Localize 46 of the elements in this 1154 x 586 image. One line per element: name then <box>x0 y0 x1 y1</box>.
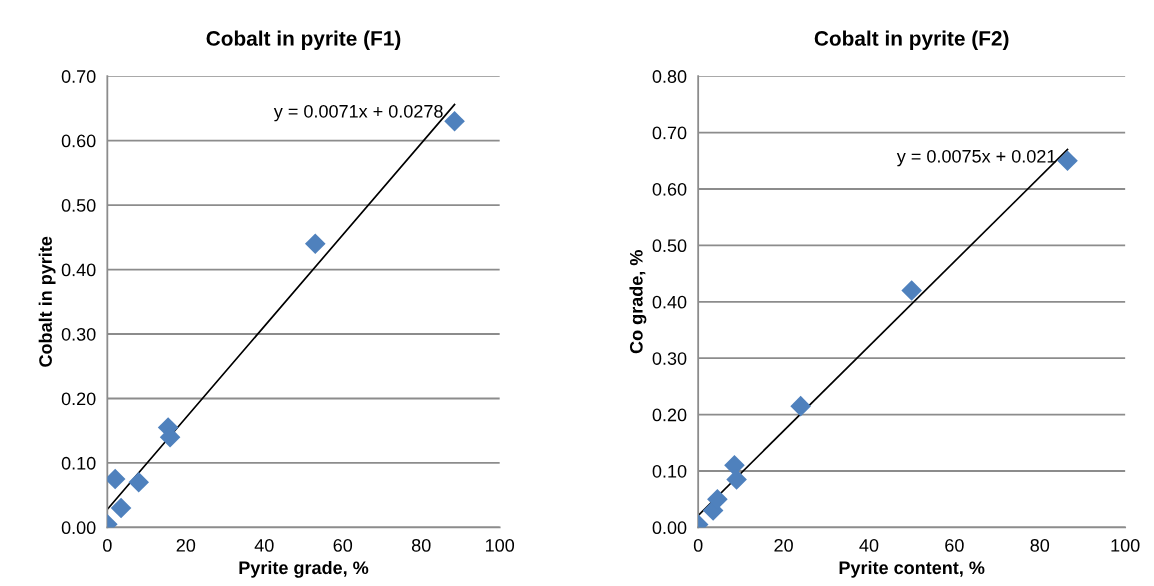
y-tick-label: 0.70 <box>61 70 96 83</box>
x-tick-label: 40 <box>254 538 274 552</box>
point <box>901 280 922 301</box>
y-tick-label: 0.80 <box>652 70 687 83</box>
y-tick-label: 0.70 <box>652 126 687 140</box>
point <box>1057 150 1078 172</box>
x-tick-label: 0 <box>693 538 703 552</box>
point <box>304 233 326 255</box>
x-tick-label: 80 <box>411 538 431 552</box>
y-tick-label: 0.20 <box>652 408 687 422</box>
x-tick-label: 100 <box>1111 538 1140 552</box>
y-tick-label: 0.40 <box>61 263 96 277</box>
chart-title: Cobalt in pyrite (F1) <box>206 30 401 50</box>
annotation: y = 0.0071x + 0.0278 <box>273 104 443 122</box>
point <box>707 488 728 510</box>
y-tick-label: 0.00 <box>61 521 96 535</box>
y-tick-label: 0.30 <box>652 352 687 365</box>
y-tick-label: 0.60 <box>61 134 96 148</box>
point <box>790 395 811 417</box>
y-tick-label: 0.50 <box>652 239 687 253</box>
y-tick-label: 0.10 <box>652 464 687 478</box>
y-axis-title: Co grade, % <box>629 250 647 354</box>
x-tick-label: 0 <box>103 538 112 552</box>
y-tick-label: 0.50 <box>61 199 96 212</box>
y-tick-label: 0.10 <box>61 456 96 470</box>
y-tick-label: 0.30 <box>61 327 96 341</box>
point <box>110 497 132 519</box>
y-tick-label: 0.60 <box>652 182 687 196</box>
x-axis-title: Pyrite grade, % <box>239 560 369 578</box>
y-tick-label: 0.00 <box>652 521 687 535</box>
point <box>726 469 747 490</box>
point <box>128 471 150 493</box>
y-tick-label: 0.20 <box>61 392 96 406</box>
y-axis-title: Cobalt in pyrite <box>38 236 56 367</box>
x-tick-label: 60 <box>333 538 353 552</box>
x-tick-label: 20 <box>774 538 793 552</box>
x-axis-title: Pyrite content, % <box>839 560 985 578</box>
point <box>444 111 465 132</box>
x-tick-label: 80 <box>1030 538 1050 552</box>
x-tick-label: 60 <box>945 538 964 552</box>
annotation: y = 0.0075x + 0.021 <box>896 149 1056 167</box>
x-tick-label: 20 <box>176 538 196 552</box>
y-tick-label: 0.40 <box>652 295 687 309</box>
x-tick-label: 40 <box>859 538 879 552</box>
chart-title: Cobalt in pyrite (F2) <box>814 30 1009 50</box>
x-tick-label: 100 <box>486 538 515 552</box>
